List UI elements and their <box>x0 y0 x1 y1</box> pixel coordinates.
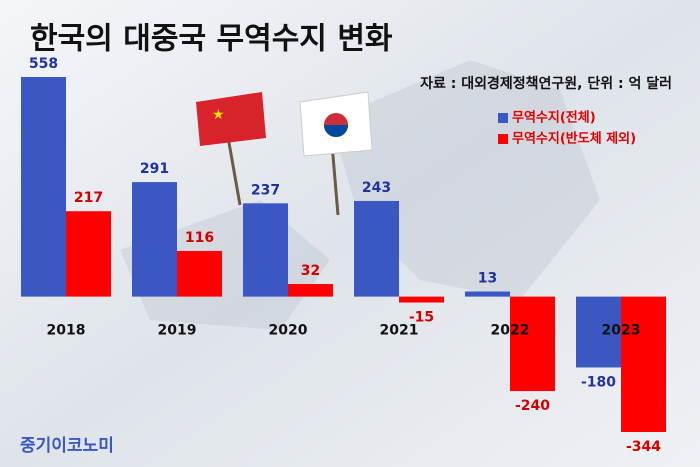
bar <box>177 250 222 297</box>
x-tick-label: 2020 <box>269 323 308 339</box>
bar <box>288 284 333 297</box>
bar <box>621 296 666 432</box>
value-label: 243 <box>362 180 391 196</box>
bar <box>465 291 510 297</box>
x-tick-label: 2019 <box>158 323 197 339</box>
legend-swatch <box>498 134 508 144</box>
bar <box>66 211 111 297</box>
bar <box>354 200 399 297</box>
value-label: -180 <box>581 374 616 390</box>
value-label: 32 <box>301 263 320 279</box>
value-label: 237 <box>251 182 280 198</box>
x-tick-label: 2022 <box>491 323 530 339</box>
flag-korea <box>299 91 373 216</box>
bar <box>576 296 621 368</box>
value-label: -344 <box>626 439 661 455</box>
x-tick-label: 2018 <box>47 323 86 339</box>
bar <box>399 296 444 303</box>
value-label: 291 <box>140 161 169 177</box>
footer-logo: 중기이코노미 <box>20 436 114 456</box>
x-tick-label: 2021 <box>380 323 419 339</box>
legend-label: 무역수지(반도체 제외) <box>512 131 636 147</box>
value-label: 217 <box>74 190 103 206</box>
value-label: 116 <box>185 230 214 246</box>
bar <box>132 182 177 297</box>
flag-china: ★ <box>196 92 266 206</box>
bar <box>510 296 555 392</box>
bar <box>243 203 288 297</box>
svg-text:★: ★ <box>212 107 225 123</box>
value-label: -240 <box>515 398 550 414</box>
value-label: -15 <box>409 310 434 326</box>
x-tick-label: 2023 <box>602 323 641 339</box>
chart-title: 한국의 대중국 무역수지 변화 <box>30 22 393 57</box>
value-label: 13 <box>478 270 497 286</box>
legend-label: 무역수지(전체) <box>512 110 596 126</box>
value-label: 558 <box>29 56 58 72</box>
bar <box>21 77 66 297</box>
subtitle: 자료 : 대외경제정책연구원, 단위 : 억 달러 <box>420 75 672 92</box>
legend-swatch <box>498 113 508 123</box>
